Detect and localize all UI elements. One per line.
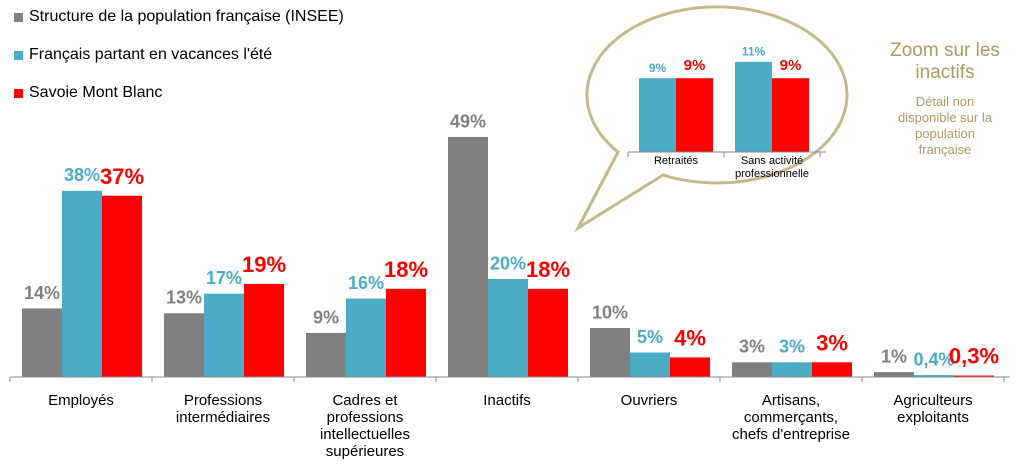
value-label: 9%	[684, 57, 706, 74]
bar	[590, 328, 630, 377]
legend-swatch	[14, 88, 23, 98]
bar	[386, 288, 426, 377]
zoom-subtitle: Détail non disponible sur la population …	[898, 94, 992, 157]
x-tick-label: Inactifs	[483, 392, 531, 409]
value-label: 0,4%	[913, 349, 954, 369]
legend-label: Français partant en vacances l'été	[29, 46, 273, 63]
bar	[62, 190, 102, 377]
bar	[204, 293, 244, 377]
x-tick-label: Cadres et professions intellectuelles su…	[319, 392, 411, 460]
bar	[639, 78, 676, 152]
x-tick-label: Agriculteurs exploitants	[893, 392, 973, 426]
x-tick-label: Sans activité professionnelle	[735, 155, 809, 180]
value-label: 11%	[742, 44, 766, 58]
value-label: 10%	[592, 302, 628, 322]
bar	[874, 372, 914, 377]
x-tick-label: Employés	[48, 392, 114, 409]
x-tick-label: Ouvriers	[620, 392, 678, 409]
legend-label: Savoie Mont Blanc	[29, 84, 163, 101]
legend-swatch	[14, 12, 23, 22]
bar	[914, 375, 954, 377]
value-label: 18%	[384, 257, 428, 282]
value-label: 3%	[739, 337, 765, 357]
x-tick-label: Artisans, commerçants, chefs d'entrepris…	[732, 392, 850, 443]
bar	[102, 195, 142, 377]
legend-label: Structure de la population française (IN…	[29, 8, 344, 25]
bar	[630, 352, 670, 377]
legend-item: Français partant en vacances l'été	[14, 46, 272, 64]
value-label: 20%	[490, 253, 526, 273]
value-label: 0,3%	[949, 344, 999, 369]
value-label: 49%	[450, 111, 486, 131]
bar	[772, 78, 809, 152]
legend-item: Structure de la population française (IN…	[14, 8, 344, 26]
bar	[676, 78, 713, 152]
value-label: 9%	[313, 307, 339, 327]
zoom-title: Zoom sur les inactifs	[890, 40, 1000, 83]
value-label: 14%	[24, 283, 60, 303]
value-label: 9%	[649, 61, 667, 75]
bar	[670, 357, 710, 377]
value-label: 9%	[780, 57, 802, 74]
x-tick-label: Professions intermédiaires	[175, 392, 271, 426]
value-label: 13%	[166, 288, 202, 308]
value-label: 38%	[64, 165, 100, 185]
value-label: 16%	[348, 273, 384, 293]
bar	[22, 308, 62, 377]
value-label: 5%	[637, 327, 663, 347]
value-label: 19%	[242, 252, 286, 277]
value-label: 37%	[100, 164, 144, 189]
bar	[735, 61, 772, 152]
value-label: 3%	[779, 337, 805, 357]
bar	[528, 288, 568, 377]
value-label: 18%	[526, 257, 570, 282]
bar	[488, 279, 528, 377]
bar	[772, 362, 812, 377]
legend-item: Savoie Mont Blanc	[14, 84, 162, 102]
bar	[164, 313, 204, 377]
x-tick-label: Retraités	[653, 155, 699, 167]
value-label: 17%	[206, 268, 242, 288]
bar	[346, 298, 386, 377]
bar	[244, 283, 284, 377]
legend-swatch	[14, 50, 23, 60]
value-label: 4%	[674, 326, 706, 351]
value-label: 3%	[816, 331, 848, 356]
value-label: 1%	[881, 346, 907, 366]
bar	[954, 375, 994, 377]
bar	[306, 332, 346, 377]
bar	[448, 136, 488, 377]
bar	[732, 362, 772, 377]
bar	[812, 362, 852, 377]
